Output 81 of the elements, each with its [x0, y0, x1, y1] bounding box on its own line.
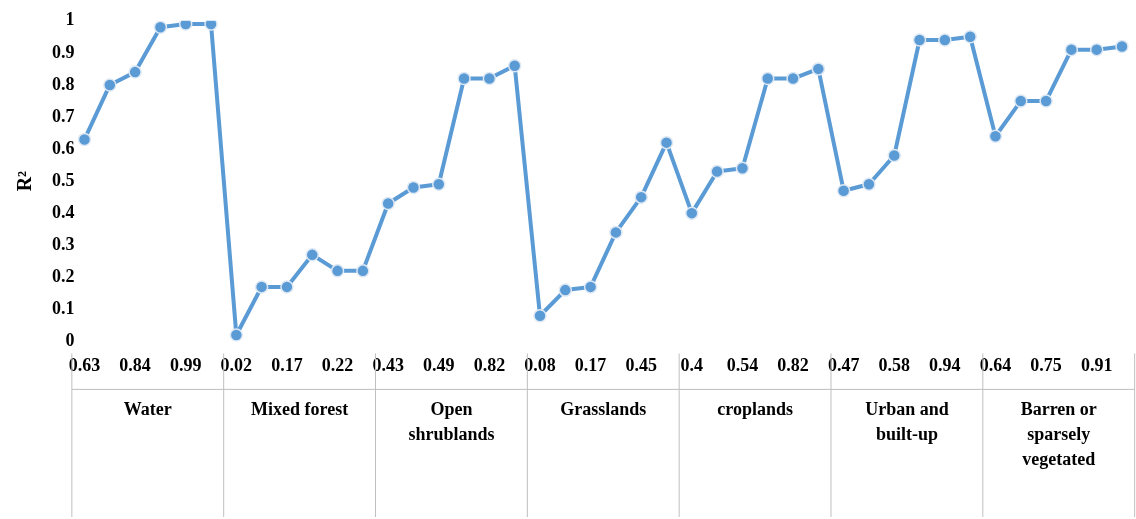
text: Water	[123, 399, 172, 420]
point	[1014, 94, 1028, 108]
point	[482, 71, 497, 86]
point	[128, 65, 142, 79]
point	[381, 196, 395, 211]
x-tick-label: 0.75	[1030, 354, 1062, 375]
y-tick-label: 0.6	[52, 137, 75, 158]
point	[609, 225, 623, 240]
text: Barren or sparsely vegetated	[1020, 399, 1097, 470]
point	[862, 177, 876, 192]
text: Open shrublands	[408, 399, 495, 445]
text: croplands	[717, 399, 793, 420]
point	[533, 309, 547, 323]
x-tick-label: 0.45	[625, 354, 657, 375]
y-axis-title: R²	[13, 170, 36, 192]
text: Grasslands	[560, 399, 647, 420]
text: Urban and built-up	[865, 399, 949, 445]
point	[406, 180, 421, 195]
y-tick-label: 0.5	[52, 169, 75, 190]
point	[811, 62, 826, 76]
x-tick-label: 0.17	[271, 354, 303, 375]
point	[1089, 42, 1104, 57]
x-tick-label: 0.17	[574, 354, 607, 375]
point	[77, 132, 92, 147]
point	[963, 30, 977, 44]
point	[634, 190, 648, 204]
point	[356, 264, 370, 278]
x-tick-label: 0.63	[68, 354, 101, 375]
x-tick-label: 0.54	[726, 354, 759, 375]
point	[760, 71, 775, 86]
text: Mixed forest	[251, 399, 349, 420]
y-tick-label: 0.1	[52, 298, 75, 318]
x-tick-label: 0.49	[423, 354, 455, 375]
x-tick-label: 0.08	[524, 354, 556, 375]
point	[836, 183, 851, 198]
x-tick-label: 0.22	[321, 354, 354, 375]
point	[330, 264, 345, 278]
point	[507, 58, 522, 73]
y-tick-label: 0.3	[52, 233, 75, 254]
point	[457, 71, 471, 86]
x-tick-label: 0.47	[827, 354, 860, 375]
y-tick-label: 0.2	[52, 265, 75, 286]
point	[1115, 39, 1129, 54]
x-tick-label: 0.82	[473, 354, 506, 375]
point	[103, 78, 117, 92]
x-tick-label: 0.94	[929, 354, 961, 375]
point	[305, 248, 319, 262]
point	[710, 164, 724, 179]
point	[786, 71, 800, 86]
point	[178, 20, 193, 31]
point	[204, 20, 218, 31]
point	[938, 33, 952, 47]
point	[558, 283, 573, 297]
x-tick-label: 0.84	[119, 354, 151, 375]
y-tick-label: 0.8	[52, 73, 75, 94]
point	[988, 129, 1003, 143]
point	[153, 20, 168, 34]
x-tick-label: 0.02	[220, 354, 253, 375]
x-tick-label: 0.58	[878, 354, 911, 375]
point	[254, 280, 269, 294]
point	[887, 148, 902, 163]
x-tick-label: 0.64	[979, 354, 1012, 375]
point	[685, 206, 699, 220]
x-tick-label: 0.91	[1080, 354, 1113, 375]
point	[912, 33, 927, 47]
point	[1039, 94, 1053, 108]
y-tick-label: 0	[65, 330, 75, 351]
point	[1064, 42, 1079, 57]
point	[659, 135, 674, 150]
point	[735, 161, 750, 176]
y-tick-label: 0.9	[52, 41, 75, 62]
point	[280, 280, 294, 294]
x-tick-label: 0.4	[680, 354, 704, 375]
y-tick-label: 0.7	[52, 105, 75, 126]
x-tick-label: 0.82	[777, 354, 809, 375]
point	[432, 177, 446, 192]
point	[583, 280, 598, 294]
y-tick-label: 0.4	[52, 201, 75, 222]
point	[229, 328, 244, 342]
x-tick-label: 0.99	[169, 354, 202, 375]
y-tick-label: 1	[65, 9, 75, 30]
